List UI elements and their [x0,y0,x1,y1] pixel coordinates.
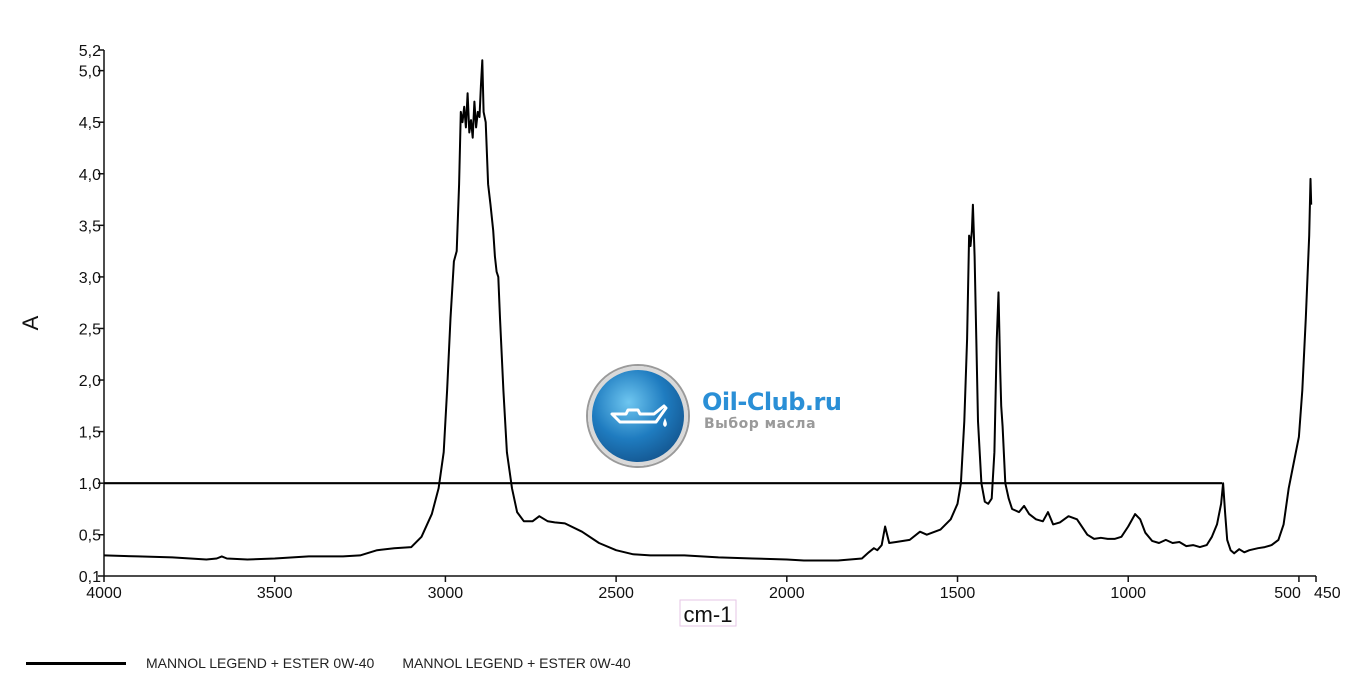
y-tick-label: 5,0 [79,64,101,81]
x-tick-label: 500 [1274,585,1301,602]
y-tick-label: 0,1 [79,569,101,586]
oil-can-glyph [610,404,668,427]
y-tick-label: 3,5 [79,218,101,235]
x-axis-label-box [679,599,737,627]
x-tick-label: 2000 [769,585,805,602]
y-tick-label: 4,0 [79,167,101,184]
spectrum-chart: 0,1 0,5 1,0 1,5 2,0 2,5 3,0 3,5 4,0 4,5 5,0 5,2 400… [18,43,1341,627]
watermark: Oil-Club.ru Выбор масла [584,364,874,466]
y-tick-label: 5,2 [79,43,101,60]
x-tick-label: 450 [1314,585,1341,602]
y-tick-label: 0,5 [79,528,101,545]
x-tick-label: 2500 [598,585,634,602]
y-tick-label: 1,5 [79,425,101,442]
x-tick-label: 1500 [940,585,976,602]
chart-axes [103,50,1316,577]
x-tick-label: 3500 [257,585,293,602]
y-tick-label: 2,0 [79,373,101,390]
oil-can-icon [588,366,688,466]
x-tick-label: 1000 [1110,585,1146,602]
legend-swatch [26,661,126,665]
y-tick-label: 1,0 [79,476,101,493]
x-tick-label: 4000 [86,585,122,602]
watermark-subtitle: Выбор масла [704,416,817,432]
y-tick-label: 2,5 [79,321,101,338]
y-axis-label: A [18,315,43,330]
x-tick-label: 3000 [428,585,464,602]
legend: MANNOL LEGEND + ESTER 0W-40 MANNOL LEGEN… [26,652,659,674]
y-tick-label: 3,0 [79,270,101,287]
y-tick-label: 4,5 [79,115,101,132]
x-ticks: 4000 3500 3000 2500 2000 1500 1000 500 450 [86,576,1341,602]
legend-entry-1: MANNOL LEGEND + ESTER 0W-40 [146,655,375,671]
watermark-title: Oil-Club.ru [702,388,842,416]
legend-entry-2: MANNOL LEGEND + ESTER 0W-40 [402,655,631,671]
x-axis-label: cm-1 [684,602,733,627]
series-line [103,59,1313,562]
y-ticks: 0,1 0,5 1,0 1,5 2,0 2,5 3,0 3,5 4,0 4,5 5,0 5,2 [79,43,104,586]
